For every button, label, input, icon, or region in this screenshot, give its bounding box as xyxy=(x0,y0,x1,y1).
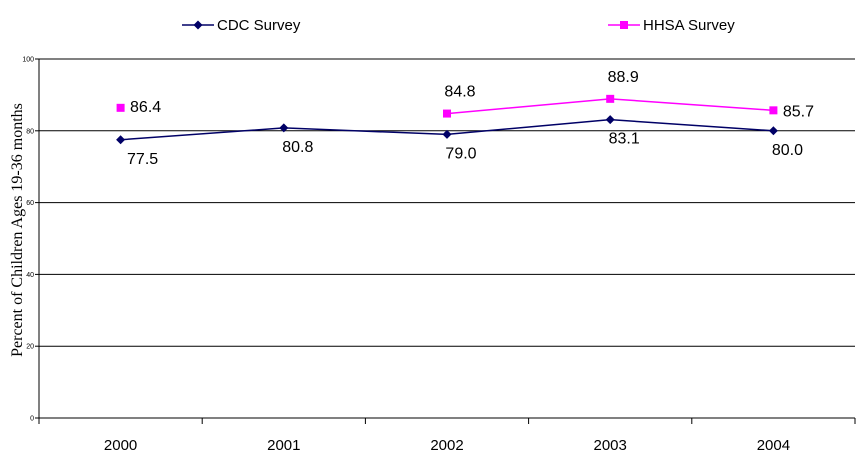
data-label: 80.8 xyxy=(282,139,313,156)
x-tick-label-2003: 2003 xyxy=(594,437,627,454)
y-tick-label: 60 xyxy=(26,200,34,207)
series-layer xyxy=(116,94,778,145)
legend-marker-diamond xyxy=(193,20,203,30)
x-tick-label-2001: 2001 xyxy=(267,437,300,454)
data-label: 86.4 xyxy=(130,99,161,116)
data-point-square xyxy=(443,109,451,118)
data-point-square xyxy=(116,103,125,112)
legend-label: HHSA Survey xyxy=(643,17,735,34)
data-point-square xyxy=(606,94,615,103)
data-point-square xyxy=(769,106,778,115)
x-tick-label-2002: 2002 xyxy=(430,437,463,454)
x-tick-label-2004: 2004 xyxy=(757,437,790,454)
data-point-diamond xyxy=(279,123,289,133)
data-label: 80.0 xyxy=(772,142,803,159)
data-point-diamond xyxy=(116,135,126,145)
data-label: 79.0 xyxy=(445,145,476,162)
data-label: 84.8 xyxy=(444,84,475,101)
axes: 0 20 40 60 80 100 2000 2001 2002 2003 2004 xyxy=(22,57,856,454)
data-label: 83.1 xyxy=(609,131,640,148)
data-point-diamond xyxy=(442,129,452,139)
legend: CDC Survey HHSA Survey xyxy=(182,17,735,34)
legend-item: CDC Survey xyxy=(182,17,301,34)
data-label: 77.5 xyxy=(127,151,158,168)
data-labels-layer: 77.5 80.8 79.0 83.1 80.0 86.4 84.8 88.9 85.7 xyxy=(127,69,814,168)
series-hhsa-survey xyxy=(116,94,778,118)
y-tick-label: 100 xyxy=(22,57,34,64)
series-cdc-survey xyxy=(116,115,778,145)
data-point-diamond xyxy=(768,126,778,136)
data-point-diamond xyxy=(605,115,615,125)
legend-label: CDC Survey xyxy=(217,17,301,34)
data-label: 85.7 xyxy=(783,103,814,120)
y-tick-label: 0 xyxy=(30,416,34,423)
grid xyxy=(39,58,855,347)
y-tick-label: 20 xyxy=(26,344,34,351)
legend-item: HHSA Survey xyxy=(608,17,735,34)
x-tick-label-2000: 2000 xyxy=(104,437,137,454)
data-label: 88.9 xyxy=(608,69,639,86)
y-tick-label: 40 xyxy=(26,272,34,279)
y-axis-label: Percent of Children Ages 19-36 months xyxy=(9,103,26,357)
legend-marker-square xyxy=(620,21,628,29)
y-tick-label: 80 xyxy=(26,128,34,135)
